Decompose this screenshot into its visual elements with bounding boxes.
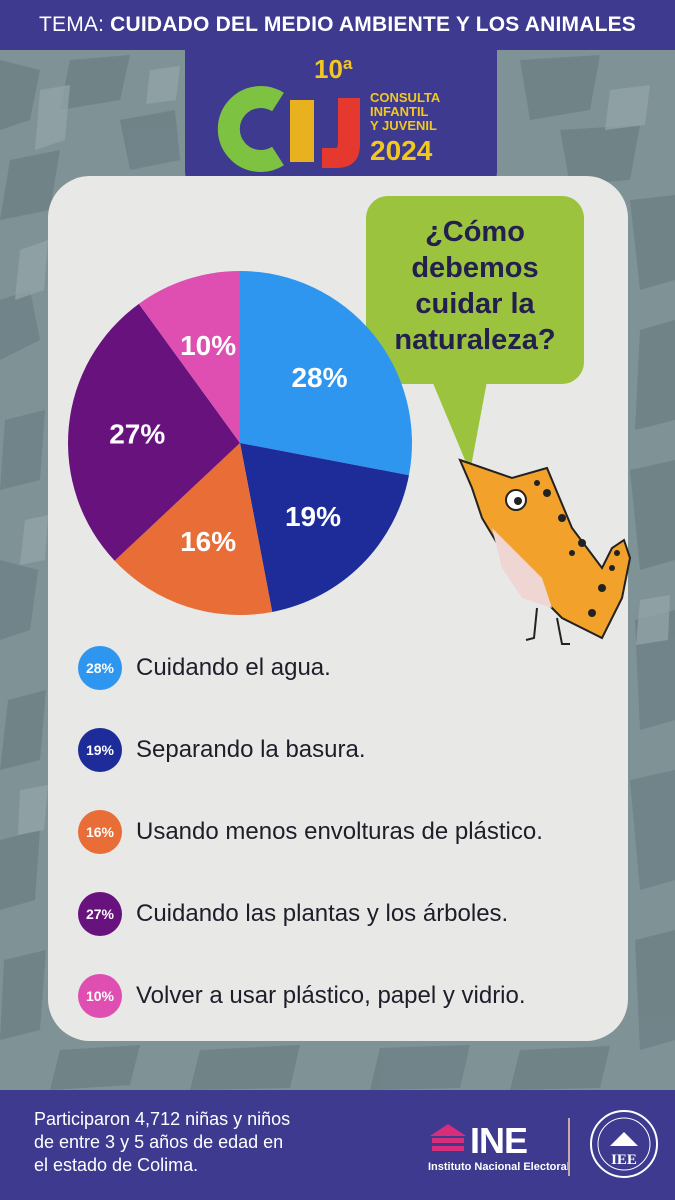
legend-item: 27% Cuidando las plantas y los árboles. (78, 892, 508, 936)
pie-slice-4 (138, 271, 240, 443)
legend-item: 28% Cuidando el agua. (78, 646, 331, 690)
pie-slice-2 (114, 443, 273, 615)
legend-item: 10% Volver a usar plástico, papel y vidri… (78, 974, 526, 1018)
legend-label: Volver a usar plástico, papel y vidrio. (136, 982, 526, 1009)
iee-name: IEE (611, 1152, 637, 1168)
topic-value: CUIDADO DEL MEDIO AMBIENTE Y LOS ANIMALE… (110, 13, 637, 36)
ine-logo-icon (430, 1124, 466, 1151)
logo-line3: Y JUVENIL (370, 118, 437, 133)
legend-badge: 27% (78, 892, 122, 936)
legend-item: 19% Separando la basura. (78, 728, 366, 772)
logo-edition: 10ª (314, 54, 353, 84)
legend-badge: 28% (78, 646, 122, 690)
pie-slice-label-4: 10% (180, 330, 236, 361)
footer-bar (0, 1090, 675, 1200)
participation-line1: Participaron 4,712 niñas y niños (34, 1109, 291, 1129)
legend-badge: 19% (78, 728, 122, 772)
question-line4: naturaleza? (394, 324, 556, 356)
legend-item: 16% Usando menos envolturas de plástico. (78, 810, 543, 854)
iee-seal-icon: IEE (590, 1110, 658, 1178)
pie-slice-label-1: 19% (285, 501, 341, 532)
legend-label: Cuidando las plantas y los árboles. (136, 900, 509, 927)
logo-line1: CONSULTA (370, 90, 441, 105)
legend-badge: 16% (78, 810, 122, 854)
pie-slice-0 (240, 271, 412, 476)
question-bubble (366, 196, 584, 384)
question-line2: debemos (411, 252, 539, 284)
footer-divider (568, 1118, 570, 1176)
participation-line3: el estado de Colima. (34, 1155, 199, 1175)
question-line3: cuidar la (415, 288, 535, 320)
jaguar-illustration (458, 458, 632, 645)
cij-logo: 10ª CONSULTA INFANTIL Y JUVENIL 2024 (217, 54, 441, 172)
ine-name: INE (470, 1120, 528, 1161)
question-text: ¿Cómo debemos cuidar la naturaleza? (366, 214, 584, 358)
bubble-tail (430, 376, 488, 472)
pie-slice-label-2: 16% (180, 526, 236, 557)
logo-year: 2024 (370, 135, 433, 166)
legend-label: Separando la basura. (136, 736, 366, 763)
ine-full-name: Instituto Nacional Electoral (428, 1161, 570, 1173)
pie-slice-3 (67, 303, 240, 561)
topic-header: TEMA: CUIDADO DEL MEDIO AMBIENTE Y LOS A… (0, 0, 675, 50)
legend-label: Usando menos envolturas de plástico. (136, 818, 543, 845)
question-line1: ¿Cómo (425, 216, 525, 248)
pie-slice-1 (240, 443, 409, 612)
legend-badge: 10% (78, 974, 122, 1018)
topic-label: TEMA: (38, 13, 105, 36)
pie-slice-label-3: 27% (109, 418, 165, 449)
participation-note: Participaron 4,712 niñas y niños de entr… (34, 1108, 334, 1177)
participation-line2: de entre 3 y 5 años de edad en (34, 1132, 284, 1152)
pie-slice-label-0: 28% (291, 362, 347, 393)
pie-chart: 28% 19% 16% 27% 10% (67, 271, 412, 615)
legend-label: Cuidando el agua. (136, 654, 331, 681)
logo-line2: INFANTIL (370, 104, 429, 119)
